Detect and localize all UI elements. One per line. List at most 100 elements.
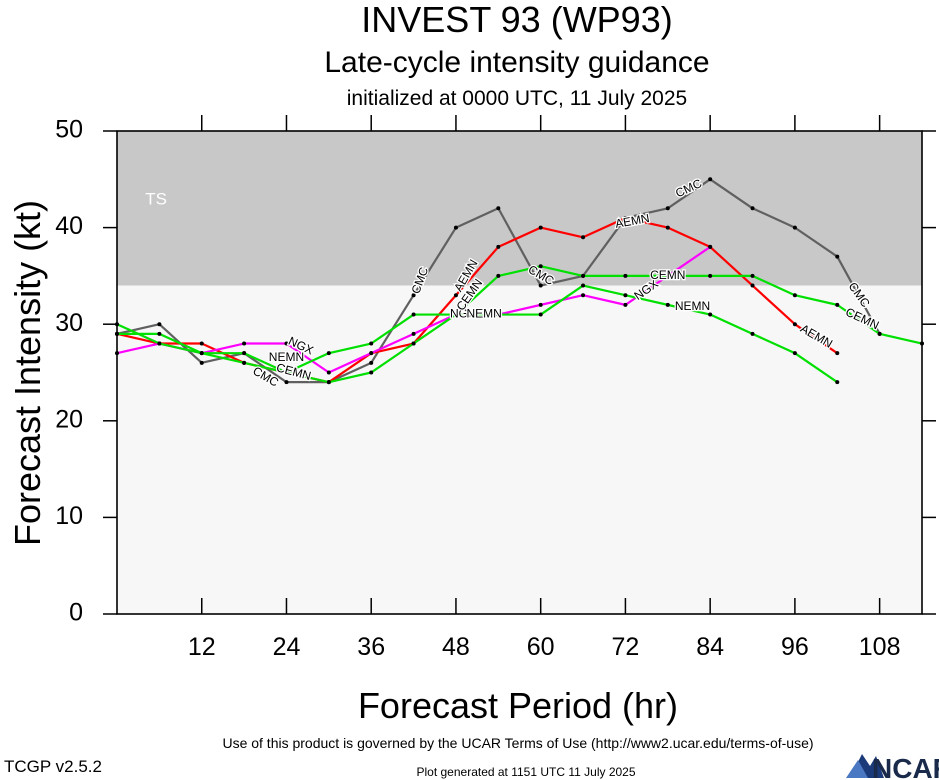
intensity-bands: TS [117,131,922,614]
series-label-nemn: NEMN [269,350,304,364]
chart-title: INVEST 93 (WP93) [361,0,672,40]
x-tick-label: 36 [357,633,385,661]
x-tick-label: 108 [859,633,901,661]
data-point-nemn [369,370,374,375]
data-point-cmc [369,360,374,365]
data-point-cmc [665,206,670,211]
x-tick-label: 60 [527,633,555,661]
data-point-aemn [750,283,755,288]
data-point-cmc [453,225,458,230]
band-ts [117,131,922,286]
data-point-cemn [496,273,501,278]
ncar-logo: NCAR [846,753,939,780]
data-point-nemn [581,283,586,288]
data-point-ngx [242,341,247,346]
data-point-cemn [242,360,247,365]
data-point-nemn [496,312,501,317]
data-point-ngx [326,370,331,375]
data-point-nemn [665,302,670,307]
series-line-nemn [117,284,838,384]
data-point-nemn [199,351,204,356]
data-point-aemn [453,293,458,298]
data-point-aemn [538,225,543,230]
data-point-nemn [835,380,840,385]
data-point-nemn [538,312,543,317]
x-tick-label: 96 [781,633,809,661]
data-point-cemn [877,331,882,336]
plot-frame [116,130,923,615]
y-tick-label: 10 [55,502,83,530]
data-point-cmc [411,293,416,298]
data-point-ngx [623,302,628,307]
data-point-cemn [369,341,374,346]
data-point-cmc [157,322,162,327]
data-point-ngx [284,341,289,346]
data-point-cemn [581,273,586,278]
data-point-aemn [792,322,797,327]
generated-time: Plot generated at 1151 UTC 11 July 2025 [416,765,635,779]
data-point-cemn [411,312,416,317]
ncar-logo-text: NCAR [872,753,939,780]
y-tick-label: 40 [55,212,83,240]
data-point-cmc [284,380,289,385]
x-tick-label: 48 [442,633,470,661]
data-point-cemn [538,264,543,269]
series-label-cemn: CEMN [650,268,685,282]
data-point-ngx [538,302,543,307]
data-point-aemn [623,215,628,220]
data-point-ngx [411,331,416,336]
data-point-nemn [284,370,289,375]
y-tick-label: 0 [69,599,83,627]
data-point-cemn [792,293,797,298]
y-tick-label: 50 [55,116,83,144]
terms-of-use: Use of this product is governed by the U… [222,735,813,751]
x-tick-label: 72 [612,633,640,661]
data-point-cmc [792,225,797,230]
data-point-cemn [750,273,755,278]
x-axis-title: Forecast Period (hr) [358,685,678,726]
data-point-ngx [369,351,374,356]
data-point-cemn [326,351,331,356]
data-point-ngx [581,293,586,298]
data-point-cemn [623,273,628,278]
chart-subtitle: Late-cycle intensity guidance [324,46,709,79]
data-point-nemn [750,331,755,336]
y-tick-label: 20 [55,405,83,433]
series-label-ngx: NGX [450,307,476,321]
x-tick-label: 12 [188,633,216,661]
data-point-cemn [708,273,713,278]
data-point-nemn [792,351,797,356]
series-line-cemn [116,265,923,374]
axis-ticks: 0 10 20 30 40 50 12 24 36 48 60 72 84 96 108 [55,115,936,661]
data-point-nemn [453,312,458,317]
data-point-aemn [665,225,670,230]
ncar-logo-mark [846,754,884,778]
y-axis-title: Forecast Intensity (kt) [7,200,48,546]
data-point-ngx [708,244,713,249]
band-below-ts [117,285,922,614]
data-point-aemn [581,235,586,240]
data-point-nemn [242,351,247,356]
data-point-cmc [538,283,543,288]
data-point-aemn [835,351,840,356]
data-point-cmc [496,206,501,211]
y-tick-label: 30 [55,309,83,337]
series-label-nemn: NEMN [675,299,710,313]
data-point-nemn [326,380,331,385]
data-point-nemn [708,312,713,317]
data-point-aemn [496,244,501,249]
data-point-nemn [623,293,628,298]
data-point-nemn [411,341,416,346]
version-label: TCGP v2.5.2 [4,757,102,776]
series-line-aemn [116,216,838,384]
series-label-nemn: NEMN [467,307,502,321]
data-point-cmc [750,206,755,211]
chart-init-time: initialized at 0000 UTC, 11 July 2025 [347,87,687,110]
data-point-aemn [199,341,204,346]
data-point-nemn [157,331,162,336]
data-point-cemn [157,341,162,346]
band-label: TS [145,189,167,208]
x-tick-label: 24 [273,633,301,661]
data-point-cmc [708,177,713,182]
